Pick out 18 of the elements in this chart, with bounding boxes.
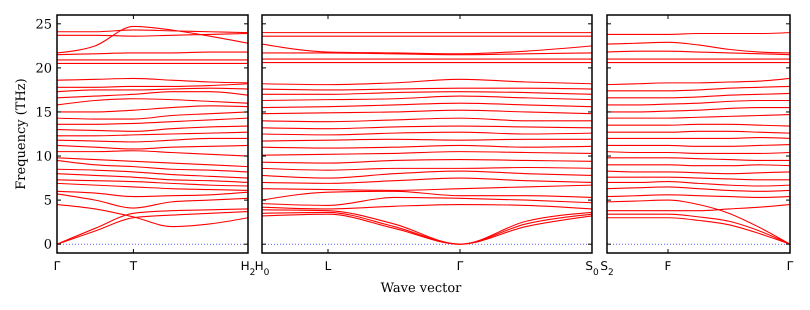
x-tick-label: S$_{0}$ xyxy=(585,259,599,278)
y-tick-label: 0 xyxy=(44,238,52,253)
x-tick-label: Γ xyxy=(456,259,464,273)
y-axis-title: Frequency (THz) xyxy=(14,78,29,190)
x-tick-label: S$_{2}$ xyxy=(600,259,614,278)
x-tick-label: L xyxy=(324,259,332,273)
y-tick-label: 10 xyxy=(35,150,52,165)
x-axis-title: Wave vector xyxy=(380,281,462,296)
x-tick-label: Γ xyxy=(786,259,794,273)
x-tick-label: T xyxy=(128,259,138,273)
x-tick-label: F xyxy=(664,259,672,273)
y-tick-label: 20 xyxy=(35,61,52,76)
y-tick-label: 15 xyxy=(35,105,52,120)
y-tick-label: 5 xyxy=(44,194,52,209)
y-tick-label: 25 xyxy=(35,17,52,32)
x-tick-label: H$_{0}$ xyxy=(254,259,270,278)
x-tick-label: H$_{2}$ xyxy=(240,259,256,278)
x-tick-label: Γ xyxy=(54,259,61,273)
